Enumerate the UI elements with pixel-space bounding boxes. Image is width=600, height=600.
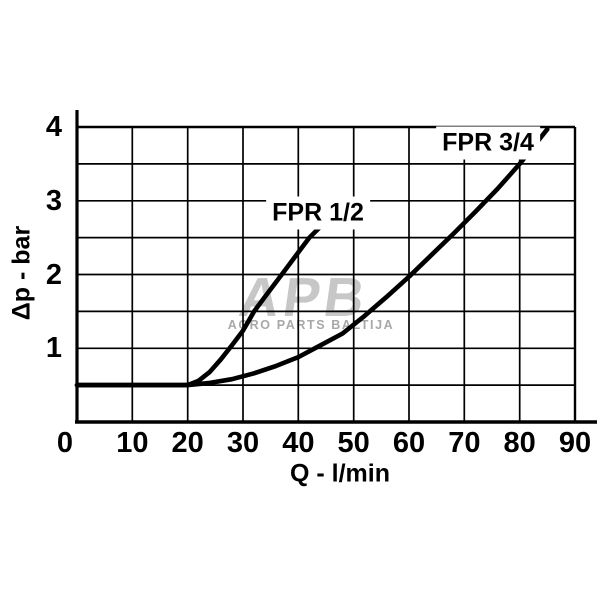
x-tick-label: 80 bbox=[503, 427, 536, 459]
x-axis-label: Q - l/min bbox=[290, 459, 390, 488]
y-tick-label: 4 bbox=[45, 111, 62, 143]
y-tick-label: 2 bbox=[45, 258, 62, 291]
x-tick-label: 20 bbox=[171, 427, 204, 459]
curve-label-fpr-3-4: FPR 3/4 bbox=[436, 126, 540, 160]
x-tick-label: 90 bbox=[558, 427, 592, 459]
x-tick-label: 10 bbox=[116, 427, 149, 459]
x-tick-label: 70 bbox=[448, 427, 481, 459]
curve-fpr-3-4 bbox=[74, 126, 550, 388]
x-tick-label: 60 bbox=[392, 427, 426, 459]
x-tick-label: 0 bbox=[56, 427, 74, 459]
x-tick-label: 40 bbox=[282, 427, 315, 459]
curve-label-fpr-1-2: FPR 1/2 bbox=[266, 196, 370, 230]
x-tick-label: 30 bbox=[226, 427, 260, 459]
y-tick-label: 3 bbox=[45, 184, 62, 217]
y-tick-label: 1 bbox=[45, 332, 62, 365]
x-tick-label: 50 bbox=[337, 427, 370, 459]
y-axis-label: Δp - bar bbox=[7, 225, 36, 321]
